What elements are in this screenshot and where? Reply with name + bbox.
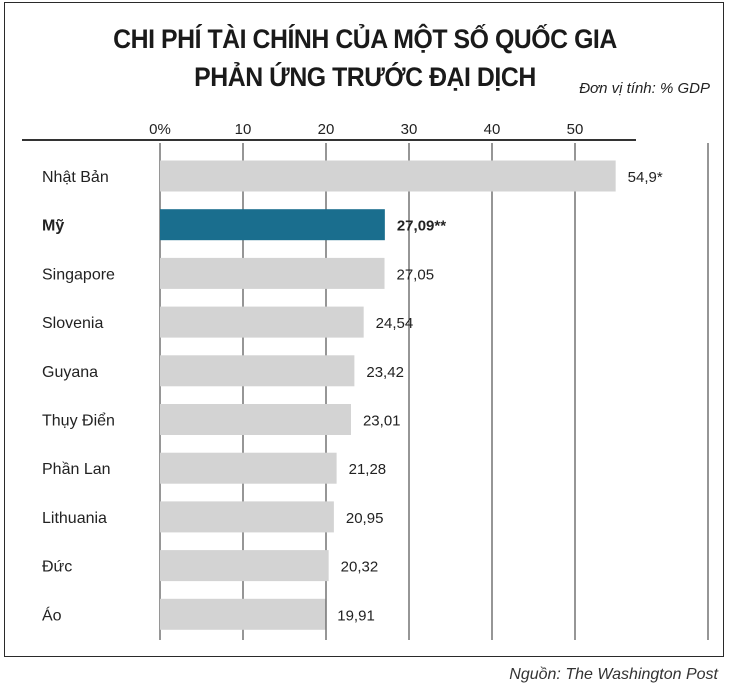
x-tick-label: 10 — [235, 121, 252, 138]
category-label: Đức — [42, 559, 72, 576]
value-label: 24,54 — [376, 315, 414, 332]
unit-note: Đơn vị tính: % GDP — [579, 80, 710, 97]
x-tick-label: 50 — [567, 121, 584, 138]
value-label: 21,28 — [349, 461, 387, 478]
bar — [160, 355, 355, 387]
category-label: Nhật Bản — [42, 169, 109, 186]
category-label: Thụy Điển — [42, 412, 115, 430]
value-label: 27,05 — [397, 266, 435, 283]
category-label: Slovenia — [42, 315, 103, 332]
source-note: Nguồn: The Washington Post — [509, 666, 718, 683]
bar — [160, 501, 334, 533]
x-tick-label: 0% — [149, 121, 171, 138]
bar — [160, 160, 616, 192]
bar — [160, 257, 385, 289]
bar-chart: 0% 10 20 30 40 50 Nhật Bản 54,9* Mỹ 27,09** Singap… — [22, 121, 709, 640]
value-label: 23,42 — [366, 364, 404, 381]
category-label: Guyana — [42, 364, 98, 381]
bar-highlight — [160, 209, 385, 241]
chart-title-line-2: PHẢN ỨNG TRƯỚC ĐẠI DỊCH — [194, 62, 536, 92]
chart-title-line-1: CHI PHÍ TÀI CHÍNH CỦA MỘT SỐ QUỐC GIA — [113, 24, 617, 54]
category-label: Áo — [42, 605, 62, 624]
value-label: 54,9* — [628, 169, 663, 186]
bar — [160, 550, 329, 582]
value-label: 23,01 — [363, 413, 401, 430]
value-label: 19,91 — [337, 607, 375, 624]
bar — [160, 598, 326, 630]
value-label: 20,32 — [341, 559, 379, 576]
category-label: Mỹ — [42, 218, 64, 235]
bar — [160, 452, 337, 484]
category-label: Phần Lan — [42, 461, 111, 478]
x-tick-label: 30 — [401, 121, 418, 138]
bar — [160, 306, 364, 338]
x-tick-label: 20 — [318, 121, 335, 138]
chart-frame — [4, 2, 724, 657]
x-tick-label: 40 — [484, 121, 501, 138]
value-label: 27,09** — [397, 218, 446, 235]
bar — [160, 404, 351, 435]
value-label: 20,95 — [346, 510, 384, 527]
category-label: Singapore — [42, 266, 115, 283]
category-label: Lithuania — [42, 510, 107, 527]
